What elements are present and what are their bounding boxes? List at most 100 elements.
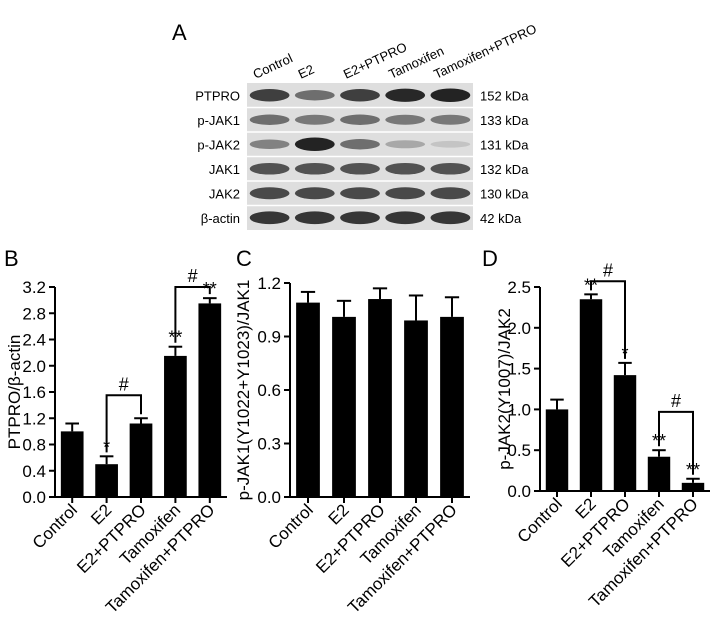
significance-bracket [105,394,142,453]
blot-lane-label: Tamoxifen+PTPRO [431,21,539,82]
bar [129,423,153,497]
bar [579,299,603,491]
y-tick-label: 0.0 [257,488,281,507]
bar [647,456,671,491]
blot-band [294,90,335,101]
y-tick-label: 0.0 [507,482,531,501]
y-tick-label: 3.2 [22,278,46,297]
bar [613,375,637,491]
y-tick-label: 0.9 [257,328,281,347]
blot-band [294,211,335,225]
y-tick-label: 1.5 [507,360,531,379]
y-tick-label: 1.2 [22,409,46,428]
western-blot-panel: A Control E2 E2+PTPROTamoxifenTamoxifen+PT… [172,20,539,230]
blot-band [385,114,426,125]
blot-row-label: p-JAK2 [197,137,240,152]
chart-ptpro-panel: B 0.0 0.4 0.8 1.2 1.6 2.0 2.4 2.8 3.2 PTPRO/β-act… [4,246,227,617]
y-tick-label: 2.5 [507,278,531,297]
x-tick-label: Control [29,500,81,552]
blot-lane-labels: Control E2 E2+PTPROTamoxifenTamoxifen+PTPR… [251,21,539,82]
panel-label-a: A [172,20,187,45]
blot-band [340,139,380,150]
blot-band [294,187,335,200]
bar [198,303,222,497]
blot-band [249,187,290,200]
blot-band [249,162,290,175]
blot-band [340,162,380,175]
y-tick-label: 1.2 [257,274,281,293]
blot-band [249,89,290,102]
blot-size-label: 152 kDa [480,88,529,103]
blot-size-label: 131 kDa [480,137,529,152]
bracket-label: # [671,391,681,411]
x-tick-label: Control [265,500,317,552]
blot-band [294,137,335,152]
blot-size-label: 133 kDa [480,113,529,128]
blot-lane-label: Control [251,50,295,81]
significance-bracket [590,280,626,359]
bar [332,316,356,497]
blot-band [430,114,471,125]
bar [296,302,320,497]
blot-band [430,187,471,200]
blot-band [385,187,426,200]
blot-band [340,89,380,102]
chart-pjak2-panel: D 0.0 0.5 1.0 1.5 2.0 2.5 p-JAK2(Y1007)/JAK2 Co… [482,246,710,611]
bar [545,409,569,491]
blot-size-label: 42 kDa [480,211,522,226]
chart-pjak1-panel: C 0.0 0.3 0.6 0.9 1.2p-JAK1(Y1022+Y1023)/JAK… [234,246,470,617]
blot-band [385,140,426,149]
y-tick-label: 1.6 [22,383,46,402]
blot-band [294,114,335,125]
blot-row-label: p-JAK1 [197,113,240,128]
y-axis-label: p-JAK2(Y1007)/JAK2 [495,308,514,470]
blot-row-label: JAK2 [209,186,240,201]
blot-rows: PTPRO 152 kDa p-JAK1 133 kDa p-JAK2 131 kDa JA… [195,88,529,226]
significance-bracket [174,286,211,343]
blot-band [249,211,290,225]
blot-band [385,88,426,102]
blot-size-label: 130 kDa [480,186,529,201]
bar [404,320,428,497]
y-tick-label: 0.0 [22,488,46,507]
blot-band [430,162,471,175]
y-tick-label: 0.3 [257,435,281,454]
significance-bracket [658,410,694,475]
y-axis-label: p-JAK1(Y1022+Y1023)/JAK1 [234,280,253,501]
blot-row-label: PTPRO [195,88,240,103]
blot-band [294,162,335,175]
bracket-label: # [119,374,129,394]
bar [60,431,84,497]
bar [95,464,118,497]
blot-band [340,187,380,200]
blot-band [385,162,426,175]
y-tick-label: 1.0 [507,400,531,419]
panel-label-d: D [482,246,498,271]
blot-band [430,211,471,225]
bar [440,316,464,497]
blot-band [430,140,471,148]
y-tick-label: 0.4 [22,462,46,481]
panel-label-b: B [4,246,19,271]
panel-label-c: C [236,246,252,271]
x-tick-label: E2 [325,500,353,528]
bracket-label: # [603,260,613,280]
blot-band [249,139,290,150]
bar [681,482,705,491]
y-axis-label: PTPRO/β-actin [5,335,24,450]
y-tick-label: 0.8 [22,436,46,455]
y-tick-label: 2.0 [22,357,46,376]
y-tick-label: 2.4 [22,331,46,350]
bracket-label: # [188,266,198,286]
blot-row-label: JAK1 [209,162,240,177]
blot-band [249,114,290,125]
y-tick-label: 2.0 [507,319,531,338]
x-tick-label: Control [514,494,566,546]
blot-band [385,211,426,225]
y-tick-label: 0.5 [507,441,531,460]
blot-band [340,114,380,125]
blot-row-label: β-actin [201,211,240,226]
blot-band [430,88,471,103]
blot-band [340,211,380,225]
